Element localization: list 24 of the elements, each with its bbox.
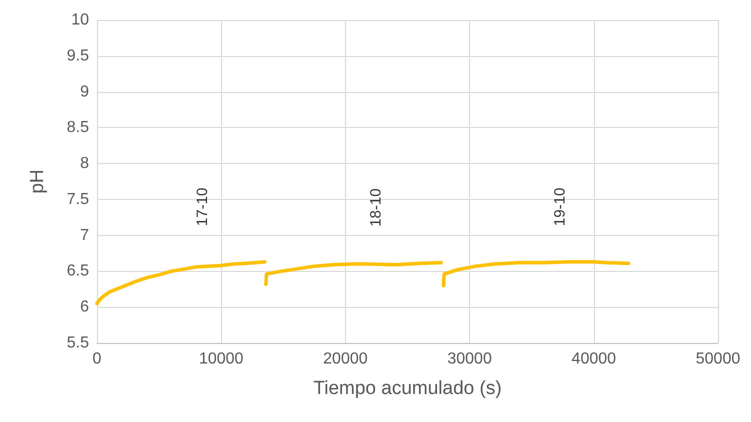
- line-series: [442, 260, 630, 288]
- annotation: 18-10: [368, 188, 385, 227]
- line-series: [264, 260, 443, 286]
- y-tick-label: 5.5: [66, 334, 90, 352]
- y-tick-label: 6.5: [66, 262, 90, 280]
- y-tick-label: 9: [80, 83, 90, 100]
- y-tick-label: 10: [71, 12, 90, 28]
- y-tick-label: 9.5: [66, 47, 90, 64]
- x-tick-label: 20000: [323, 350, 368, 368]
- annotation: 19-10: [552, 188, 569, 226]
- x-tick-label: 0: [92, 350, 102, 368]
- x-tick-label: 40000: [572, 350, 616, 368]
- y-tick-label: 7: [80, 226, 90, 244]
- y-axis-title: pH: [27, 169, 48, 194]
- line-series: [95, 260, 266, 306]
- annotation: 17-10: [194, 188, 212, 226]
- y-tick-label: 6: [80, 298, 90, 316]
- y-tick-label: 8.5: [66, 119, 90, 136]
- x-tick-label: 50000: [696, 350, 740, 368]
- x-tick-label: 30000: [447, 350, 492, 368]
- y-tick-label: 7.5: [66, 190, 90, 208]
- x-tick-label: 10000: [198, 350, 244, 368]
- y-tick-label: 8: [80, 155, 90, 172]
- x-axis-title: Tiempo acumulado (s): [313, 378, 502, 399]
